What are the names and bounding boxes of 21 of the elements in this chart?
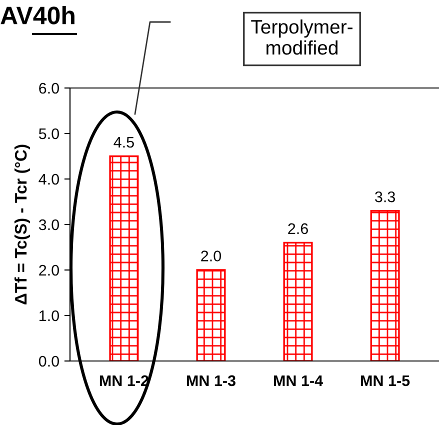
x-tick-label: MN 1-4	[274, 375, 323, 386]
y-tick-label: 5.0	[38, 128, 59, 140]
bar	[109, 155, 139, 361]
y-tick-label: 1.0	[40, 310, 59, 322]
y-tick-label: 6.0	[39, 82, 59, 94]
y-tick-label: 0.0	[38, 356, 59, 367]
y-tick-label: 4.0	[38, 174, 59, 185]
chart-title: AV40h	[0, 6, 74, 24]
bar	[196, 269, 226, 361]
data-label: 2.6	[288, 223, 308, 234]
data-label: 4.5	[114, 137, 134, 148]
bar	[370, 210, 400, 361]
y-tick-label: 2.0	[39, 264, 59, 276]
x-tick-label: MN 1-5	[361, 375, 410, 386]
bar	[283, 242, 313, 361]
y-tick-label: 3.0	[38, 219, 59, 230]
text: Terpolymer- modified	[251, 19, 352, 55]
x-tick-label: MN 1-3	[186, 375, 236, 386]
y-axis-title: ΔTf = Tc(S) - Tcr (°C)	[14, 144, 30, 304]
data-label: 3.3	[375, 191, 395, 202]
data-label: 2.0	[201, 250, 222, 262]
